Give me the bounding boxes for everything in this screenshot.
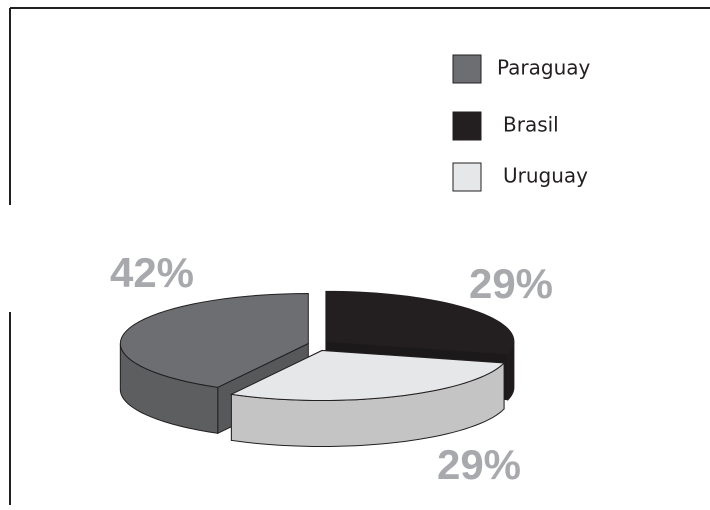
data-label: 42% <box>110 249 194 296</box>
slice <box>325 290 515 355</box>
legend-label: Brasil <box>503 113 559 137</box>
legend-swatch <box>452 162 482 192</box>
data-label: 29% <box>437 441 521 488</box>
legend-label: Uruguay <box>503 164 588 188</box>
legend-swatch <box>452 54 482 84</box>
legend-label: Paraguay <box>497 56 591 80</box>
legend-swatch <box>452 111 482 141</box>
data-label: 29% <box>469 260 553 307</box>
slice <box>119 293 309 388</box>
frame <box>9 7 710 505</box>
slice <box>229 349 506 402</box>
